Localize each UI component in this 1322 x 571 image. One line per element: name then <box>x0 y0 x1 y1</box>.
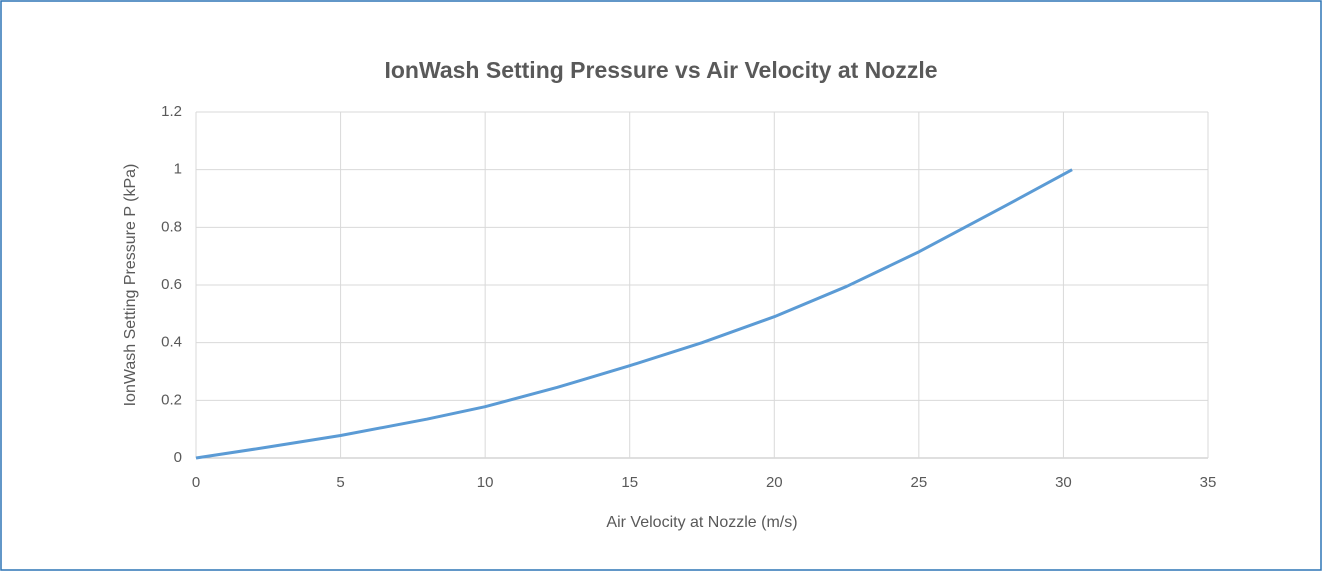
y-tick-label: 0.8 <box>161 218 182 235</box>
data-line <box>195 168 1073 460</box>
x-tick-label: 10 <box>477 474 494 491</box>
y-tick-label: 0.2 <box>161 391 182 408</box>
y-tick-label: 0 <box>174 449 182 466</box>
y-tick-label: 1.2 <box>161 103 182 120</box>
x-tick-label: 0 <box>192 474 200 491</box>
x-tick-label: 20 <box>766 474 783 491</box>
x-tick-label: 15 <box>621 474 638 491</box>
y-tick-label: 1 <box>174 161 182 178</box>
x-tick-label: 30 <box>1055 474 1072 491</box>
chart-title: IonWash Setting Pressure vs Air Velocity… <box>384 57 937 83</box>
y-axis-title: IonWash Setting Pressure P (kPa) <box>122 164 139 407</box>
x-axis-title: Air Velocity at Nozzle (m/s) <box>606 514 797 531</box>
x-tick-label: 25 <box>911 474 928 491</box>
y-tick-label: 0.6 <box>161 276 182 293</box>
x-tick-label: 35 <box>1200 474 1217 491</box>
x-tick-label: 5 <box>336 474 344 491</box>
y-tick-label: 0.4 <box>161 334 182 351</box>
